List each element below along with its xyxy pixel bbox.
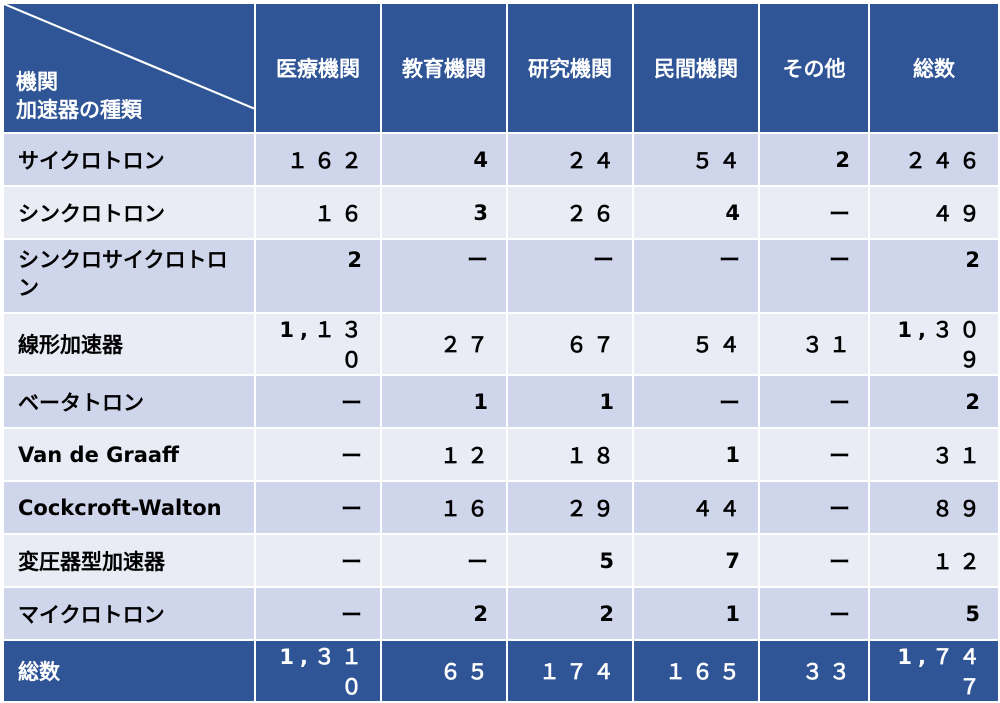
table-cell: ー [254,480,382,535]
table-cell: ー [380,238,508,314]
table-cell: １８ [506,427,634,482]
column-header: 民間機関 [632,2,760,134]
total-row: 総数 1,３１０ ６５ １７４ １６５ ３３ 1,７４７ [2,639,1000,703]
row-label: マイクロトロン [2,586,256,641]
table-cell: 5 [868,586,1000,641]
total-cell: ６５ [380,639,508,703]
table-cell: ２９ [506,480,634,535]
row-label: ベータトロン [2,374,256,429]
table-cell: 2 [254,238,382,314]
total-cell: １７４ [506,639,634,703]
table-cell: ４４ [632,480,760,535]
table-cell: ５４ [632,132,760,187]
table-cell: ー [758,586,870,641]
table-cell: ー [380,533,508,588]
table-cell: 2 [506,586,634,641]
table-cell: ６７ [506,312,634,376]
table-cell: ２４ [506,132,634,187]
row-label: Cockcroft-Walton [2,480,256,535]
table-cell: 1 [506,374,634,429]
table-row: シンクロトロン １６ 3 ２６ 4 ー ４９ [2,185,1000,240]
column-header: 教育機関 [380,2,508,134]
table-cell: ８９ [868,480,1000,535]
table-cell: １６ [380,480,508,535]
table-cell: ー [254,533,382,588]
table-row: 変圧器型加速器 ー ー 5 7 ー １２ [2,533,1000,588]
total-label: 総数 [2,639,256,703]
table-cell: 4 [632,185,760,240]
column-header: 総数 [868,2,1000,134]
corner-header-cell: 機関 加速器の種類 [2,2,256,134]
row-label: サイクロトロン [2,132,256,187]
total-cell: 1,７４７ [868,639,1000,703]
column-header: その他 [758,2,870,134]
total-cell: １６５ [632,639,760,703]
table-cell: ５４ [632,312,760,376]
table-cell: ー [254,374,382,429]
row-label: Van de Graaff [2,427,256,482]
table-row: サイクロトロン １６２ 4 ２４ ５４ 2 ２４６ [2,132,1000,187]
table-cell: 1 [380,374,508,429]
table-cell: 7 [632,533,760,588]
table-cell: １６２ [254,132,382,187]
table-cell: ２６ [506,185,634,240]
table-cell: ４９ [868,185,1000,240]
table-cell: ー [758,480,870,535]
table-cell: ー [632,374,760,429]
table-cell: ー [758,238,870,314]
row-label: 変圧器型加速器 [2,533,256,588]
table-cell: 3 [380,185,508,240]
table-row: ベータトロン ー 1 1 ー ー 2 [2,374,1000,429]
table-row: Cockcroft-Walton ー １６ ２９ ４４ ー ８９ [2,480,1000,535]
column-header: 医療機関 [254,2,382,134]
table-cell: ー [758,185,870,240]
corner-label-institution: 機関 [16,70,58,94]
header-row: 機関 加速器の種類 医療機関 教育機関 研究機関 民間機関 その他 総数 [2,2,1000,134]
table-cell: ２７ [380,312,508,376]
total-cell: 1,３１０ [254,639,382,703]
table-cell: ３１ [868,427,1000,482]
table-cell: １６ [254,185,382,240]
total-cell: ３３ [758,639,870,703]
table-cell: ー [758,374,870,429]
table-cell: 1,１３０ [254,312,382,376]
table-cell: ー [254,586,382,641]
table-cell: 5 [506,533,634,588]
table-cell: １２ [380,427,508,482]
table-cell: 2 [758,132,870,187]
diagonal-divider [4,4,254,110]
table-cell: 2 [868,238,1000,314]
table-cell: １２ [868,533,1000,588]
table-cell: ー [254,427,382,482]
table-cell: 2 [868,374,1000,429]
table-row: シンクロサイクロトロン 2 ー ー ー ー 2 [2,238,1000,314]
table-cell: ー [506,238,634,314]
row-label: シンクロトロン [2,185,256,240]
table-cell: ３１ [758,312,870,376]
row-label: シンクロサイクロトロン [2,238,256,314]
table-cell: ー [758,427,870,482]
table-row: マイクロトロン ー 2 2 1 ー 5 [2,586,1000,641]
table-cell: 1 [632,427,760,482]
table-row: 線形加速器 1,１３０ ２７ ６７ ５４ ３１ 1,３０９ [2,312,1000,376]
corner-label-accelerator-type: 加速器の種類 [16,98,142,122]
table-row: Van de Graaff ー １２ １８ 1 ー ３１ [2,427,1000,482]
row-label: 線形加速器 [2,312,256,376]
table-cell: ２４６ [868,132,1000,187]
table-cell: 1,３０９ [868,312,1000,376]
column-header: 研究機関 [506,2,634,134]
table-cell: 4 [380,132,508,187]
table-cell: ー [758,533,870,588]
table-cell: 1 [632,586,760,641]
table-cell: ー [632,238,760,314]
table-cell: 2 [380,586,508,641]
